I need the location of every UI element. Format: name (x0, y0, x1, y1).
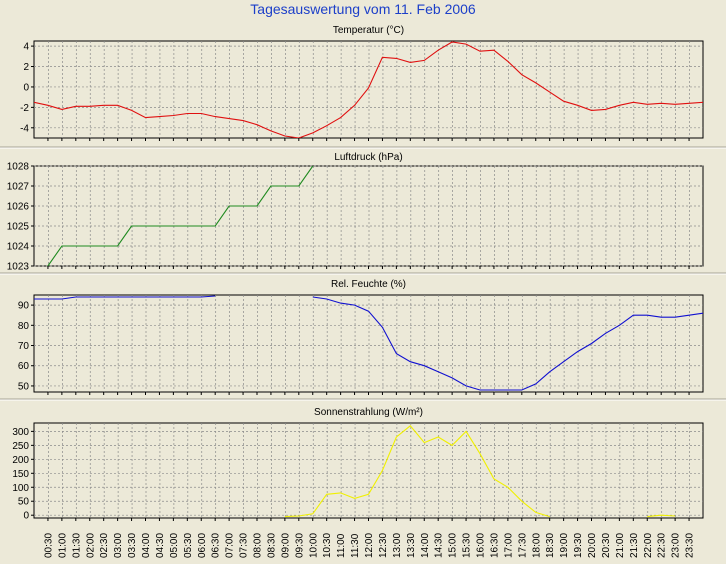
x-tick-label: 20:30 (601, 533, 612, 558)
y-tick-label: 1027 (7, 182, 30, 193)
x-tick-label: 03:00 (113, 533, 124, 558)
x-tick-label: 16:00 (476, 533, 487, 558)
x-axis-labels: 00:30 01:00 01:30 02:00 02:30 03:00 03:30 04:00… (43, 533, 695, 558)
y-tick-label: 150 (12, 469, 29, 480)
x-tick-label: 04:30 (155, 533, 166, 558)
x-tick-label: 15:30 (462, 533, 473, 558)
x-tick-label: 13:30 (406, 533, 417, 558)
chart-title-pressure: Luftdruck (hPa) (334, 152, 402, 163)
x-tick-label: 17:00 (503, 533, 514, 558)
x-tick-label: 08:00 (253, 533, 264, 558)
x-tick-label: 18:30 (545, 533, 556, 558)
plot-area-temperature (33, 40, 704, 139)
series-line-pressure (46, 166, 314, 266)
y-tick-label: 1028 (7, 162, 30, 173)
y-tick-label: 100 (12, 483, 29, 494)
x-tick-label: 07:30 (239, 533, 250, 558)
x-tick-label: 12:00 (364, 533, 375, 558)
x-tick-label: 10:00 (308, 533, 319, 558)
x-tick-label: 18:00 (531, 533, 542, 558)
chart-title-radiation: Sonnenstrahlung (W/m²) (314, 407, 423, 418)
x-tick-label: 00:30 (43, 533, 54, 558)
chart-humidity: Rel. Feuchte (%) 50 60 70 80 90 (0, 279, 726, 401)
y-tick-label: 80 (18, 321, 30, 332)
x-tick-label: 10:30 (322, 533, 333, 558)
y-tick-label: 250 (12, 441, 29, 452)
y-tick-label: 1024 (7, 242, 30, 253)
x-tick-label: 05:00 (169, 533, 180, 558)
x-tick-label: 21:00 (615, 533, 626, 558)
x-tick-label: 11:00 (336, 533, 347, 558)
x-tick-label: 11:30 (350, 533, 361, 558)
x-tick-label: 23:00 (671, 533, 682, 558)
y-tick-label: 0 (23, 82, 29, 93)
x-tick-label: 15:00 (448, 533, 459, 558)
chart-temperature: Temperatur (°C) -4 -2 0 2 4 (0, 25, 726, 149)
y-tick-label: 1025 (7, 222, 30, 233)
y-tick-label: 200 (12, 455, 29, 466)
y-tick-label: -2 (20, 103, 29, 114)
page-title: Tagesauswertung vom 11. Feb 2006 (250, 1, 476, 17)
y-tick-label: 4 (23, 42, 29, 53)
x-tick-label: 17:30 (517, 533, 528, 558)
series-line-humidity (34, 295, 703, 391)
y-tick-label: 1026 (7, 202, 30, 213)
x-tick-label: 14:30 (434, 533, 445, 558)
x-tick-label: 22:30 (657, 533, 668, 558)
plot-area-humidity (33, 294, 704, 393)
x-tick-label: 23:30 (685, 533, 696, 558)
y-tick-label: 70 (18, 341, 30, 352)
y-tick-label: -4 (20, 123, 29, 134)
x-tick-label: 08:30 (266, 533, 277, 558)
y-tick-label: 2 (23, 62, 29, 73)
series-line-radiation (284, 425, 676, 518)
chart-title-temperature: Temperatur (°C) (333, 25, 404, 36)
x-tick-label: 19:00 (559, 533, 570, 558)
y-tick-label: 50 (18, 497, 30, 508)
plot-area-pressure (33, 165, 704, 267)
x-tick-label: 21:30 (629, 533, 640, 558)
x-tick-label: 12:30 (378, 533, 389, 558)
x-tick-label: 16:30 (489, 533, 500, 558)
y-tick-label: 1023 (7, 262, 30, 273)
x-tick-label: 09:00 (280, 533, 291, 558)
x-tick-label: 03:30 (127, 533, 138, 558)
x-tick-label: 02:30 (99, 533, 110, 558)
y-tick-label: 0 (23, 511, 29, 522)
x-tick-label: 05:30 (183, 533, 194, 558)
x-tick-label: 20:00 (587, 533, 598, 558)
series-line-temperature (34, 41, 703, 138)
chart-title-humidity: Rel. Feuchte (%) (331, 279, 406, 290)
x-tick-label: 22:00 (643, 533, 654, 558)
x-tick-label: 09:30 (294, 533, 305, 558)
plot-area-radiation (33, 422, 704, 519)
x-tick-label: 02:00 (85, 533, 96, 558)
x-tick-label: 01:30 (71, 533, 82, 558)
x-tick-label: 13:00 (392, 533, 403, 558)
x-tick-label: 01:00 (57, 533, 68, 558)
x-tick-label: 06:00 (197, 533, 208, 558)
x-tick-label: 07:00 (225, 533, 236, 558)
y-tick-label: 60 (18, 361, 30, 372)
y-tick-label: 90 (18, 301, 30, 312)
x-tick-label: 14:00 (420, 533, 431, 558)
chart-radiation: Sonnenstrahlung (W/m²) 0 50 100 150 200 250 300 (12, 407, 704, 522)
y-tick-label: 50 (18, 381, 30, 392)
chart-pressure: Luftdruck (hPa) 1023 1024 1025 1026 1027 1028 (0, 152, 726, 275)
x-tick-label: 06:30 (211, 533, 222, 558)
y-tick-label: 300 (12, 427, 29, 438)
x-tick-label: 04:00 (141, 533, 152, 558)
x-tick-label: 19:30 (573, 533, 584, 558)
